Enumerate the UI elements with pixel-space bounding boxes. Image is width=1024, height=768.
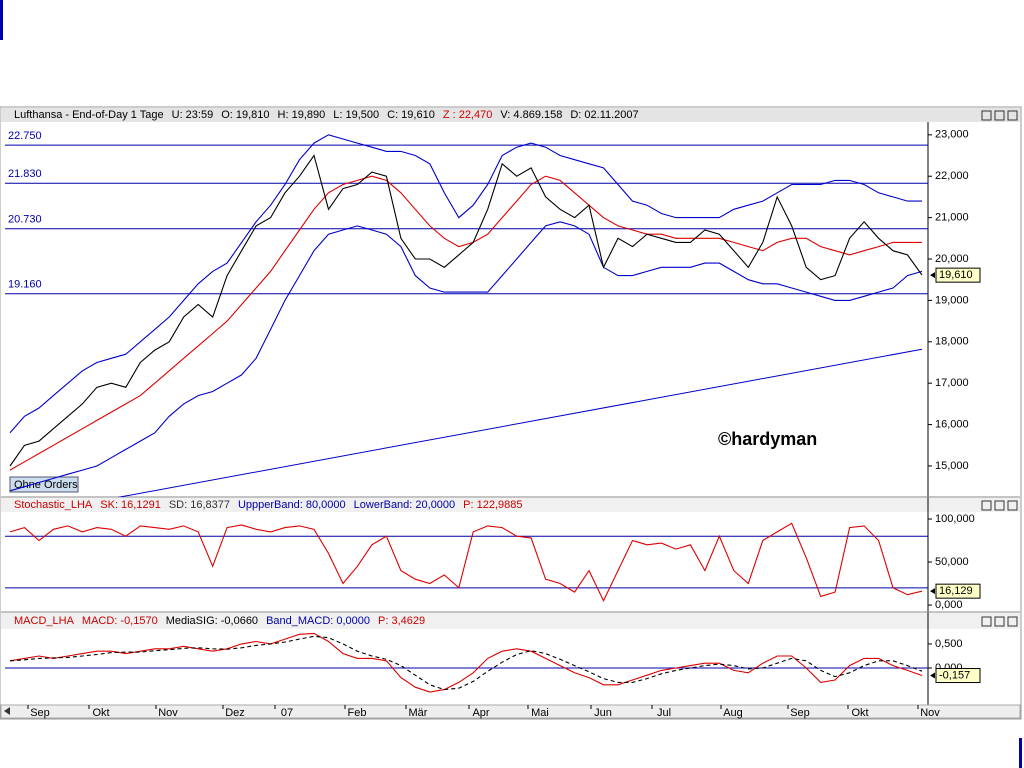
y-tick-label: 16,000 (935, 418, 969, 430)
maximize-button[interactable] (994, 110, 1005, 121)
last-value-box (935, 583, 981, 599)
last-value-label: -0,157 (939, 669, 970, 681)
series-line (9, 221, 923, 492)
header-item: Band_MACD: 0,0000 (266, 615, 370, 627)
x-tick-label: Sep (790, 707, 810, 719)
series-line (9, 632, 923, 693)
x-tick-label: Mär (409, 707, 428, 719)
close-button[interactable] (1007, 616, 1018, 627)
header-item: Stochastic_LHA (14, 499, 93, 511)
last-value-pointer (930, 272, 935, 279)
header-item: MACD_LHA (14, 615, 75, 627)
x-tick-label: Nov (920, 707, 940, 719)
header-item: SD: 16,8377 (169, 499, 230, 511)
x-tick-label: Mai (531, 707, 549, 719)
x-tick-label: Aug (723, 707, 743, 719)
y-tick-label: 0,000 (935, 599, 963, 611)
level-label: 20.730 (8, 214, 42, 226)
header-item: O: 19,810 (221, 109, 269, 121)
orders-button-label[interactable]: Ohne Orders (14, 479, 78, 491)
x-tick-label: Feb (348, 707, 367, 719)
header-item: Z : 22,470 (443, 109, 493, 121)
series-line (9, 635, 923, 691)
header-item: L: 19,500 (333, 109, 379, 121)
header-bar (1, 498, 1020, 512)
watermark: ©hardyman (718, 429, 817, 449)
header-item: LowerBand: 20,0000 (354, 499, 456, 511)
last-value-label: 16,129 (939, 585, 973, 597)
corner-mark (1019, 738, 1022, 768)
header-item: V: 4.869.158 (500, 109, 562, 121)
plot-area (5, 632, 928, 693)
y-tick-label: 19,000 (935, 294, 969, 306)
maximize-button[interactable] (994, 500, 1005, 511)
plot-area (5, 134, 928, 497)
minimize-button[interactable] (981, 110, 992, 121)
header-item: U: 23:59 (172, 109, 214, 121)
header-item: MediaSIG: -0,0660 (166, 615, 258, 627)
level-label: 21.830 (8, 168, 42, 180)
scroll-arrow[interactable] (4, 707, 10, 715)
series-line (9, 134, 922, 434)
x-tick-label: Sep (30, 707, 50, 719)
level-label: 19.160 (8, 279, 42, 291)
corner-mark (0, 0, 3, 40)
header-item: SK: 16,1291 (100, 499, 161, 511)
series-line (9, 175, 922, 471)
last-value-label: 19,610 (939, 269, 973, 281)
y-tick-label: 0,500 (935, 638, 963, 650)
x-tick-label: Dez (225, 707, 245, 719)
header-item: D: 02.11.2007 (570, 109, 638, 121)
series-line (9, 154, 923, 467)
y-tick-label: 23,000 (935, 129, 969, 141)
x-tick-label: Okt (851, 707, 868, 719)
y-tick-label: 17,000 (935, 377, 969, 389)
maximize-button[interactable] (994, 616, 1005, 627)
panel-header: Lufthansa - End-of-Day 1 Tage U: 23:59 O: … (14, 109, 639, 121)
last-value-pointer (930, 588, 935, 595)
y-tick-label: 22,000 (935, 170, 969, 182)
header-bar (1, 613, 1020, 629)
header-item: UppperBand: 80,0000 (238, 499, 346, 511)
close-button[interactable] (1007, 110, 1018, 121)
orders-button[interactable] (9, 476, 79, 493)
header-item: P: 3,4629 (378, 615, 425, 627)
y-tick-label: 21,000 (935, 212, 969, 224)
minimize-button[interactable] (981, 616, 992, 627)
last-value-box (935, 668, 981, 684)
y-tick-label: 20,000 (935, 253, 969, 265)
y-tick-label: 15,000 (935, 460, 969, 472)
header-bar (1, 108, 1020, 122)
x-tick-label: Okt (92, 707, 109, 719)
header-item: MACD: -0,1570 (82, 615, 158, 627)
header-item: H: 19,890 (278, 109, 326, 121)
y-tick-label: 18,000 (935, 336, 969, 348)
x-tick-label: Jul (657, 707, 671, 719)
y-tick-label: 50,000 (935, 556, 969, 568)
trendline (117, 348, 923, 497)
header-item: C: 19,610 (387, 109, 435, 121)
minimize-button[interactable] (981, 500, 992, 511)
window-buttons (981, 110, 1018, 627)
last-value-pointer (930, 672, 935, 679)
x-tick-label: Jun (594, 707, 612, 719)
plot-area (5, 522, 928, 602)
time-axis (0, 704, 1021, 719)
panel-header: Stochastic_LHA SK: 16,1291 SD: 16,8377 Uppp… (14, 499, 523, 511)
y-tick-label: 100,000 (935, 513, 975, 525)
x-tick-label: Apr (472, 707, 489, 719)
x-tick-label: 07 (281, 707, 293, 719)
header-item: P: 122,9885 (463, 499, 522, 511)
header-item: Lufthansa - End-of-Day 1 Tage (14, 109, 164, 121)
level-label: 22.750 (8, 130, 42, 142)
last-value-box (935, 267, 981, 283)
series-line (9, 522, 923, 602)
panel-header: MACD_LHA MACD: -0,1570 MediaSIG: -0,0660 Ba… (14, 615, 425, 627)
x-tick-label: Nov (158, 707, 178, 719)
close-button[interactable] (1007, 500, 1018, 511)
